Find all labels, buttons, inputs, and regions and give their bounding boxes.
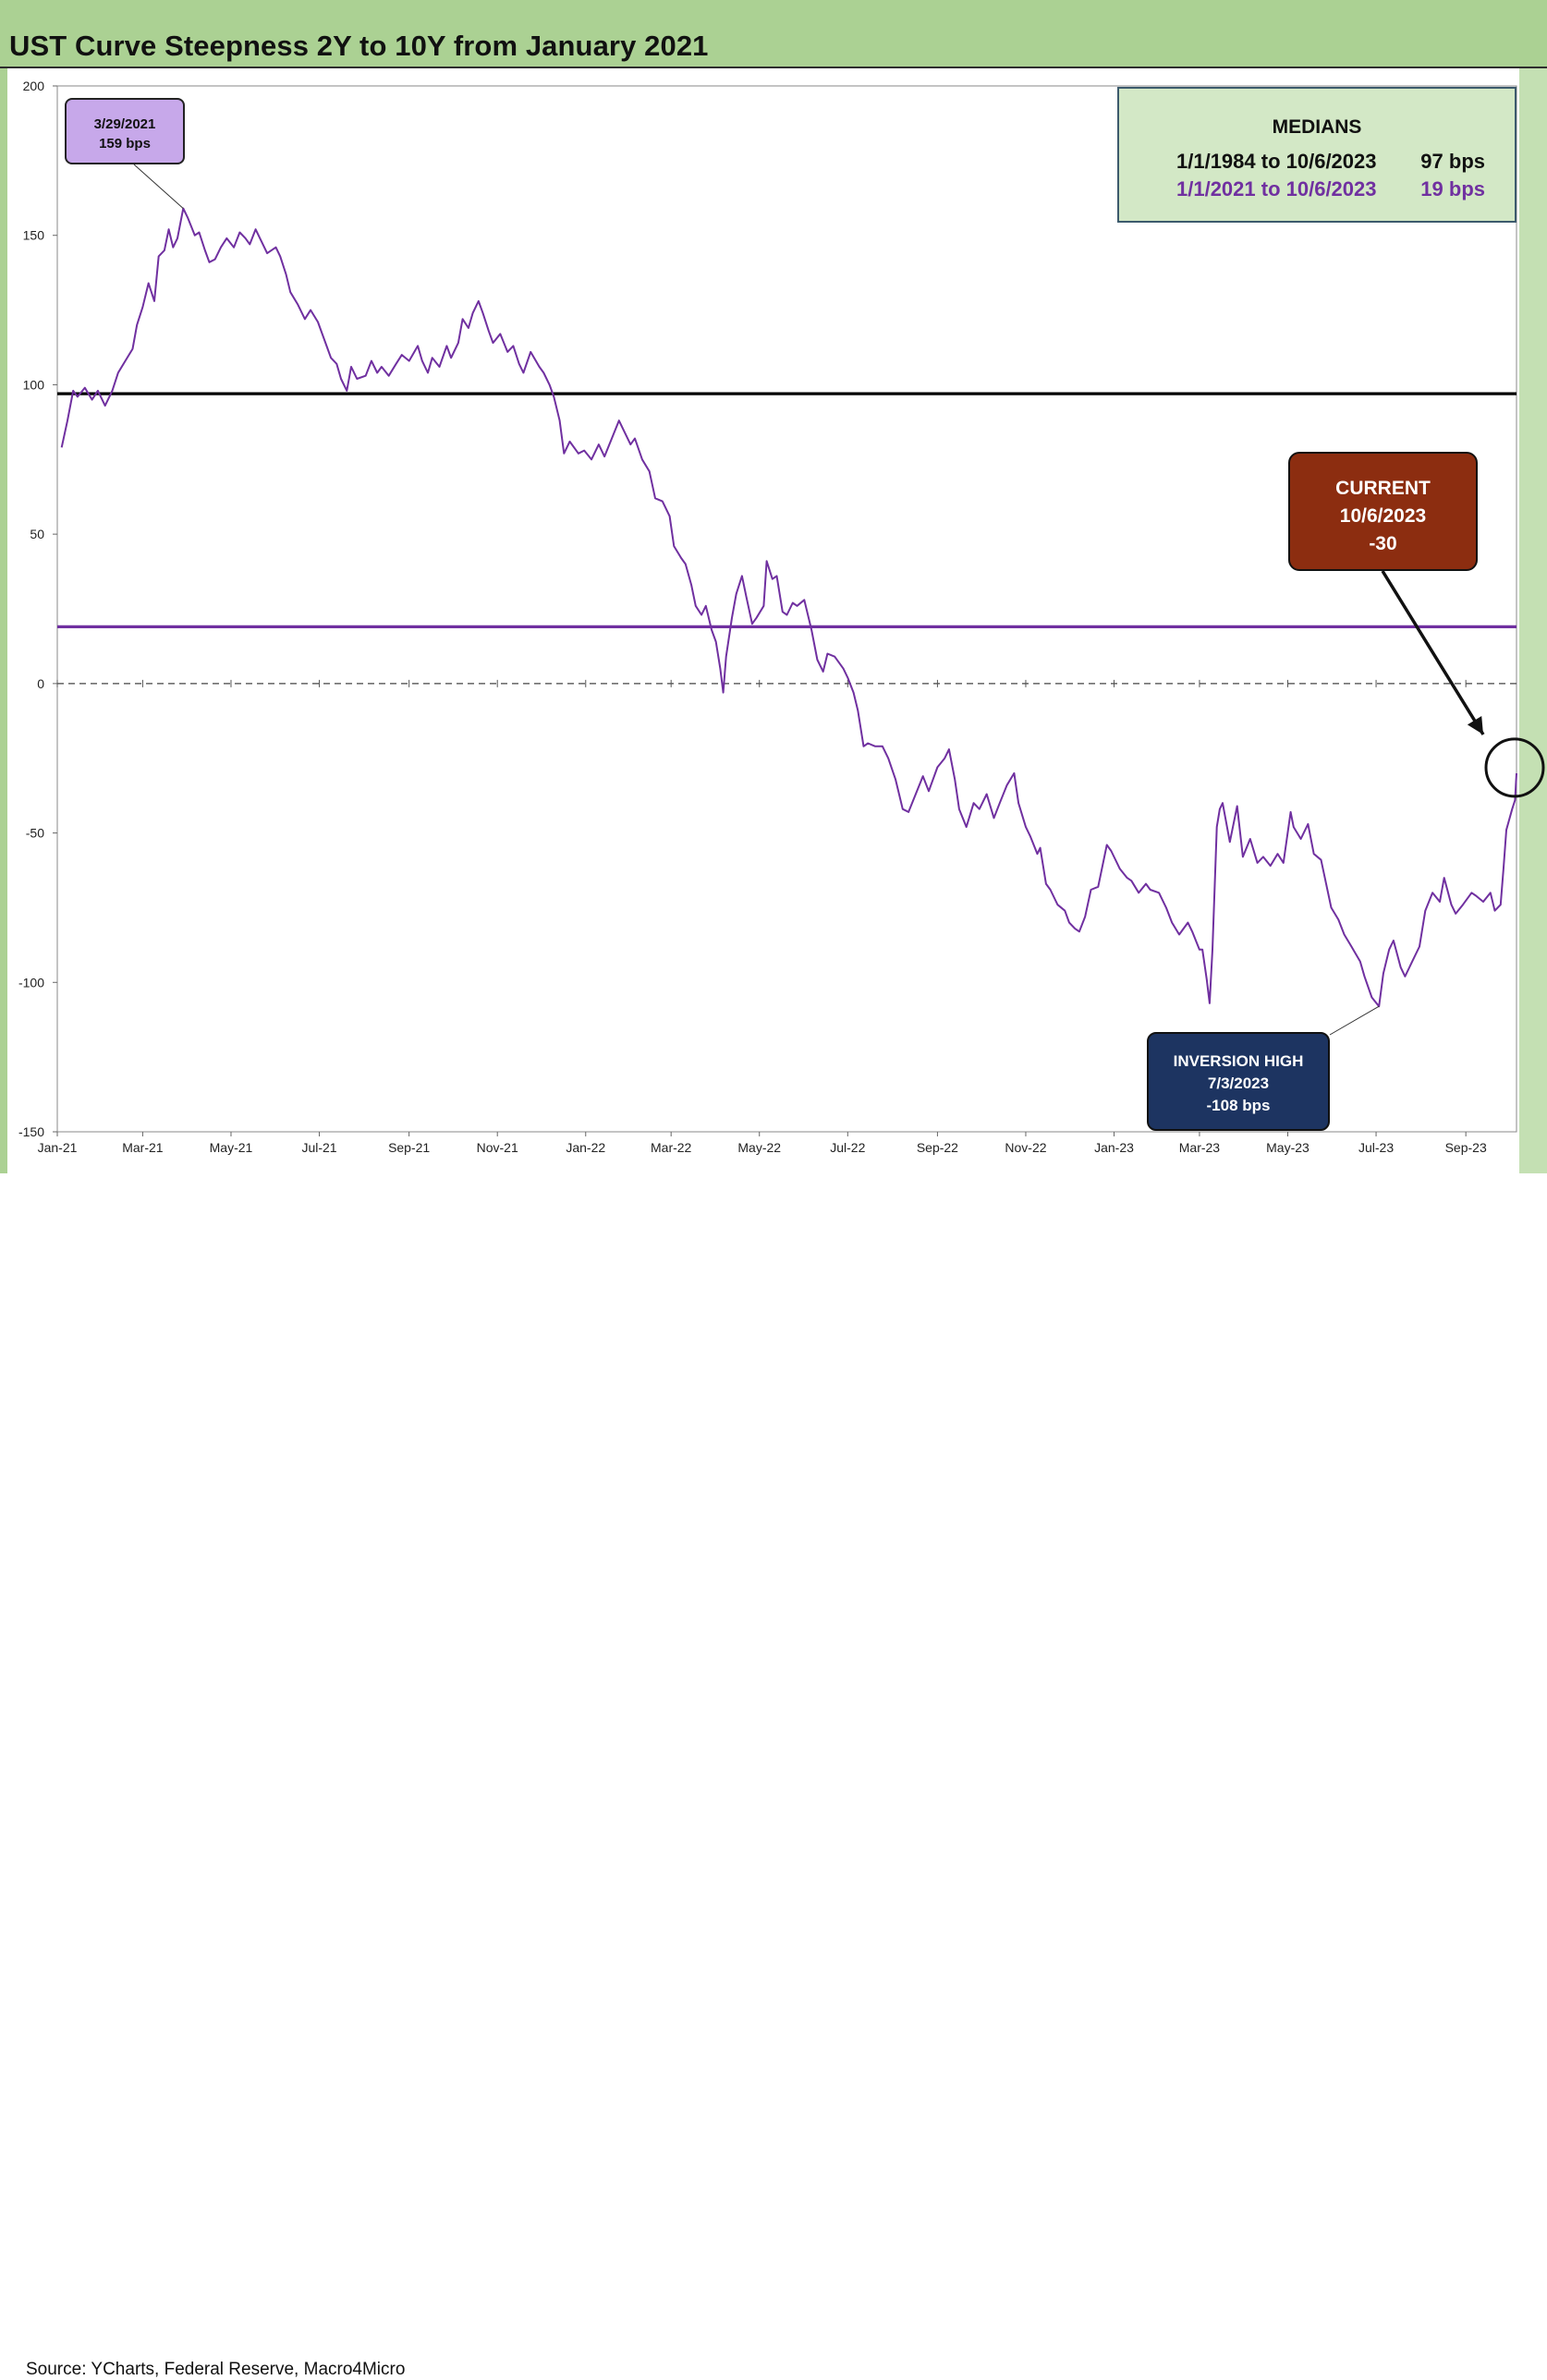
x-tick-label: Jan-23: [1094, 1140, 1134, 1155]
current-arrow-line: [1381, 570, 1485, 735]
current-label: CURRENT: [1335, 478, 1431, 499]
y-tick-label: -50: [26, 826, 44, 841]
y-tick-label: 100: [23, 377, 45, 392]
trough-date: 7/3/2023: [1207, 1075, 1270, 1092]
median-recent-value: 19 bps: [1420, 177, 1485, 200]
series-line: [60, 207, 1517, 1008]
x-tick-label: May-21: [210, 1140, 253, 1155]
x-tick-label: Sep-23: [1445, 1140, 1487, 1155]
plot-area: [56, 85, 1517, 1133]
x-tick-label: Jan-21: [38, 1140, 78, 1155]
current-arrow-head: [1467, 715, 1483, 735]
current-value: -30: [1369, 533, 1397, 554]
medians-title: MEDIANS: [1272, 116, 1362, 138]
x-tick-label: Mar-22: [651, 1140, 692, 1155]
y-tick-label: 200: [23, 79, 45, 93]
y-tick-label: -150: [18, 1124, 44, 1139]
x-tick-label: Jul-21: [301, 1140, 336, 1155]
x-tick-label: Jul-22: [830, 1140, 865, 1155]
x-tick-label: Mar-23: [1179, 1140, 1221, 1155]
current-circle: [1484, 737, 1545, 798]
y-tick-label: -100: [18, 975, 44, 990]
trough-label: INVERSION HIGH: [1173, 1052, 1304, 1070]
y-tick-label: 150: [23, 228, 45, 243]
source-note: Source: YCharts, Federal Reserve, Macro4…: [26, 2360, 406, 2379]
x-tick-label: Nov-21: [477, 1140, 518, 1155]
trough-leader-line: [1329, 1005, 1380, 1036]
left-frame-bar: [0, 68, 7, 1173]
median-long-value: 97 bps: [1420, 150, 1485, 173]
chart-title: UST Curve Steepness 2Y to 10Y from Janua…: [9, 30, 709, 62]
right-frame-bar: [1519, 68, 1547, 1173]
x-tick-label: Sep-21: [388, 1140, 430, 1155]
median-recent-range: 1/1/2021 to 10/6/2023: [1176, 177, 1377, 200]
peak-callout: 3/29/2021 159 bps: [65, 98, 185, 164]
x-tick-label: May-22: [737, 1140, 781, 1155]
peak-leader-line: [133, 164, 184, 209]
x-tick-label: Nov-22: [1005, 1140, 1046, 1155]
medians-legend: MEDIANS 1/1/1984 to 10/6/2023 97 bps 1/1…: [1117, 87, 1517, 223]
x-tick-label: May-23: [1266, 1140, 1309, 1155]
title-band: UST Curve Steepness 2Y to 10Y from Janua…: [0, 0, 1547, 68]
trough-callout: INVERSION HIGH 7/3/2023 -108 bps: [1147, 1032, 1330, 1131]
y-tick-label: 0: [37, 676, 44, 691]
y-tick-label: 50: [30, 527, 44, 541]
peak-date: 3/29/2021: [93, 116, 156, 132]
footer-band: Source: YCharts, Federal Reserve, Macro4…: [0, 1173, 1547, 2379]
peak-value: 159 bps: [99, 136, 151, 152]
x-tick-label: Jan-22: [566, 1140, 605, 1155]
current-callout: CURRENT 10/6/2023 -30: [1288, 452, 1478, 571]
x-tick-label: Mar-21: [122, 1140, 164, 1155]
trough-value: -108 bps: [1206, 1097, 1271, 1114]
current-date: 10/6/2023: [1339, 505, 1427, 527]
x-tick-label: Sep-22: [917, 1140, 958, 1155]
median-long-range: 1/1/1984 to 10/6/2023: [1176, 150, 1377, 173]
x-tick-label: Jul-23: [1358, 1140, 1394, 1155]
